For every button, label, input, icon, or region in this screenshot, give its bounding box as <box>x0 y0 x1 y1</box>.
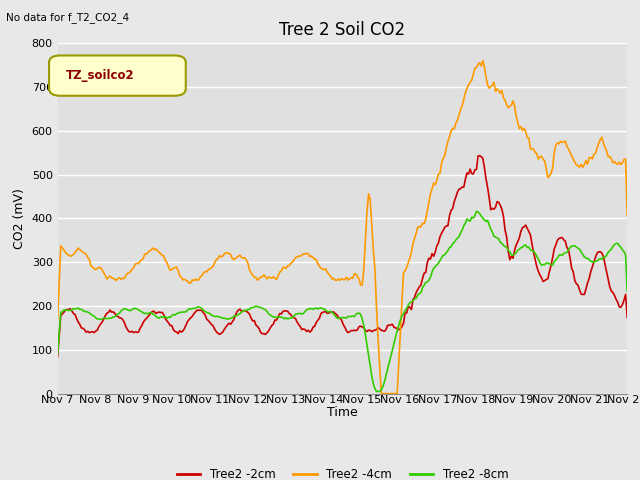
Line: Tree2 -4cm: Tree2 -4cm <box>58 60 627 394</box>
Tree2 -8cm <box>303 307 310 312</box>
Tree2 -4cm <box>124 270 131 276</box>
Tree2 -4cm <box>479 58 486 63</box>
Title: Tree 2 Soil CO2: Tree 2 Soil CO2 <box>279 21 406 39</box>
Text: TZ_soilco2: TZ_soilco2 <box>66 69 135 82</box>
Tree2 -8cm <box>243 308 250 313</box>
Tree2 -8cm <box>372 388 380 394</box>
Tree2 -4cm <box>54 316 61 322</box>
Tree2 -2cm <box>623 314 631 320</box>
Tree2 -8cm <box>252 303 260 309</box>
FancyBboxPatch shape <box>49 56 186 96</box>
Tree2 -8cm <box>54 351 61 357</box>
Tree2 -4cm <box>303 251 310 256</box>
Line: Tree2 -2cm: Tree2 -2cm <box>58 156 627 357</box>
Tree2 -2cm <box>243 308 250 314</box>
Tree2 -4cm <box>623 212 631 218</box>
Tree2 -2cm <box>476 153 483 158</box>
Tree2 -4cm <box>252 275 260 280</box>
Y-axis label: CO2 (mV): CO2 (mV) <box>13 188 26 249</box>
Tree2 -8cm <box>223 316 231 322</box>
Tree2 -8cm <box>472 208 480 214</box>
Tree2 -2cm <box>303 329 310 335</box>
Tree2 -2cm <box>223 322 231 328</box>
Tree2 -2cm <box>54 354 61 360</box>
Tree2 -2cm <box>593 251 601 256</box>
Tree2 -8cm <box>623 288 631 294</box>
X-axis label: Time: Time <box>327 407 358 420</box>
Tree2 -4cm <box>223 250 231 256</box>
Tree2 -2cm <box>124 327 131 333</box>
Tree2 -4cm <box>243 257 250 263</box>
Tree2 -8cm <box>595 257 602 263</box>
Text: No data for f_T2_CO2_4: No data for f_T2_CO2_4 <box>6 12 129 23</box>
Tree2 -2cm <box>252 322 260 328</box>
Legend: Tree2 -2cm, Tree2 -4cm, Tree2 -8cm: Tree2 -2cm, Tree2 -4cm, Tree2 -8cm <box>172 463 513 480</box>
Tree2 -8cm <box>124 307 131 312</box>
Tree2 -4cm <box>378 391 385 396</box>
Tree2 -4cm <box>595 141 602 146</box>
Line: Tree2 -8cm: Tree2 -8cm <box>58 211 627 391</box>
